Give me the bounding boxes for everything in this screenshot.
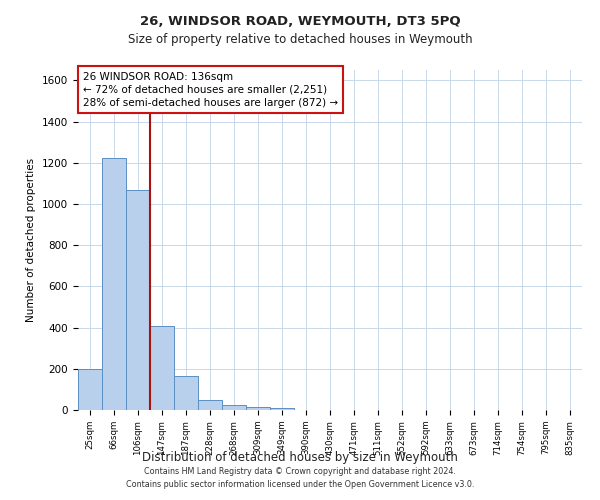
Bar (126, 190, 150, 410)
Text: 26 WINDSOR ROAD: 136sqm
← 72% of detached houses are smaller (2,251)
28% of semi: 26 WINDSOR ROAD: 136sqm ← 72% of detache… (83, 72, 338, 108)
Bar (102, 158, 126, 410)
Y-axis label: Number of detached properties: Number of detached properties (26, 158, 37, 322)
Text: Contains HM Land Registry data © Crown copyright and database right 2024.
Contai: Contains HM Land Registry data © Crown c… (126, 468, 474, 489)
Bar (198, 400, 222, 410)
Bar (78, 369, 102, 410)
Bar (270, 408, 294, 410)
Bar (222, 405, 246, 410)
Text: Distribution of detached houses by size in Weymouth: Distribution of detached houses by size … (142, 451, 458, 464)
Text: 26, WINDSOR ROAD, WEYMOUTH, DT3 5PQ: 26, WINDSOR ROAD, WEYMOUTH, DT3 5PQ (140, 15, 460, 28)
Bar (174, 376, 198, 410)
Text: Size of property relative to detached houses in Weymouth: Size of property relative to detached ho… (128, 32, 472, 46)
Bar (150, 326, 174, 410)
Bar (246, 407, 270, 410)
